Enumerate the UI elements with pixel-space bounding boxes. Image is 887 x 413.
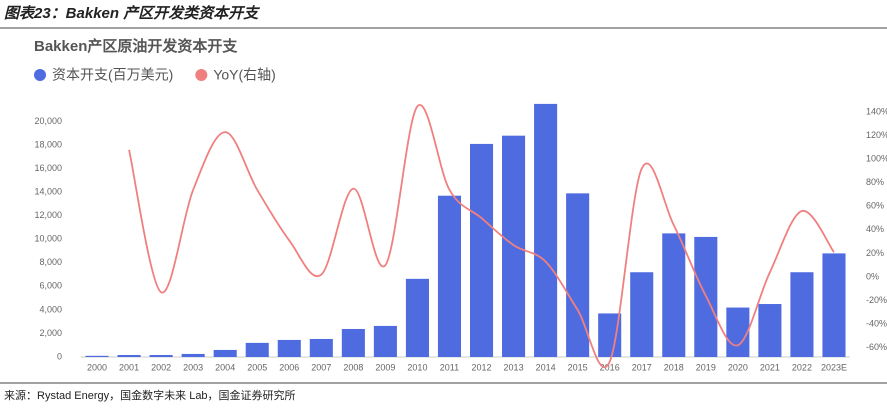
x-tick-label: 2016 — [600, 362, 620, 372]
x-tick-label: 2019 — [696, 362, 716, 372]
x-tick-label: 2023E — [821, 362, 847, 372]
legend-swatch — [34, 69, 46, 81]
y-tick-label: 12,000 — [34, 210, 62, 220]
y2-tick-label: 80% — [866, 177, 884, 187]
bar — [309, 338, 333, 357]
bar — [277, 339, 301, 357]
y-tick-label: 4,000 — [39, 304, 62, 314]
x-tick-label: 2000 — [87, 362, 107, 372]
yoy-line — [128, 104, 835, 369]
x-tick-label: 2005 — [247, 362, 267, 372]
bar — [534, 103, 558, 358]
y2-tick-label: 100% — [866, 154, 887, 164]
bar — [469, 143, 494, 357]
x-tick-label: 2011 — [440, 362, 459, 372]
bar — [181, 353, 205, 357]
y-tick-label: 10,000 — [34, 234, 62, 244]
x-tick-label: 2012 — [472, 362, 492, 372]
bar — [566, 193, 590, 357]
x-tick-label: 2015 — [568, 362, 588, 372]
y2-tick-label: 40% — [866, 224, 884, 234]
y-tick-label: 16,000 — [34, 163, 62, 173]
y2-tick-label: -20% — [866, 295, 887, 305]
y-tick-label: 8,000 — [39, 257, 62, 267]
legend-swatch — [195, 69, 208, 81]
x-tick-label: 2021 — [760, 362, 780, 372]
bar — [726, 307, 750, 357]
bar — [245, 342, 269, 357]
y-tick-label: 14,000 — [34, 187, 62, 197]
x-tick-label: 2020 — [728, 362, 748, 372]
x-tick-label: 2004 — [215, 362, 235, 372]
bar — [149, 354, 173, 357]
figure-header: 图表23：Bakken 产区开发类资本开支 — [4, 5, 260, 22]
x-tick-label: 2013 — [504, 362, 524, 372]
x-tick-label: 2010 — [407, 362, 427, 372]
y2-tick-label: 60% — [866, 201, 884, 211]
y2-tick-label: 0% — [866, 271, 879, 281]
bar — [790, 272, 814, 357]
x-tick-label: 2002 — [151, 362, 171, 372]
y-tick-label: 6,000 — [39, 281, 62, 291]
bar — [373, 325, 397, 357]
x-tick-label: 2006 — [279, 362, 299, 372]
bar — [758, 304, 782, 357]
y-tick-label: 0 — [57, 351, 62, 361]
bar — [85, 355, 109, 357]
y2-tick-label: 140% — [866, 107, 887, 117]
bar — [598, 313, 622, 357]
x-tick-label: 2017 — [632, 362, 652, 372]
legend-label: 资本开支(百万美元) — [52, 67, 173, 83]
x-tick-label: 2007 — [311, 362, 331, 372]
x-tick-label: 2014 — [536, 362, 556, 372]
x-tick-label: 2022 — [792, 362, 812, 372]
y2-tick-label: -40% — [866, 318, 887, 328]
bar — [213, 349, 237, 357]
y-tick-label: 2,000 — [39, 328, 62, 338]
y-tick-label: 18,000 — [34, 139, 62, 149]
bar — [630, 272, 654, 357]
chart-title: Bakken产区原油开发资本开支 — [34, 37, 238, 55]
x-tick-label: 2001 — [119, 362, 139, 372]
bar — [405, 278, 429, 357]
x-tick-label: 2009 — [375, 362, 395, 372]
source-note: 来源：Rystad Energy，国金数字未来 Lab，国金证券研究所 — [4, 388, 296, 402]
bar — [822, 253, 846, 357]
y-tick-label: 20,000 — [34, 116, 62, 126]
bar — [437, 195, 462, 357]
legend-label: YoY(右轴) — [213, 67, 276, 83]
y2-tick-label: -60% — [866, 342, 887, 352]
bar — [662, 233, 686, 357]
x-tick-label: 2008 — [343, 362, 363, 372]
y2-tick-label: 120% — [866, 130, 887, 140]
bar — [117, 354, 141, 357]
bar — [341, 328, 365, 357]
y2-tick-label: 20% — [866, 248, 884, 258]
bar — [502, 135, 526, 357]
x-tick-label: 2003 — [183, 362, 203, 372]
x-tick-label: 2018 — [664, 362, 684, 372]
